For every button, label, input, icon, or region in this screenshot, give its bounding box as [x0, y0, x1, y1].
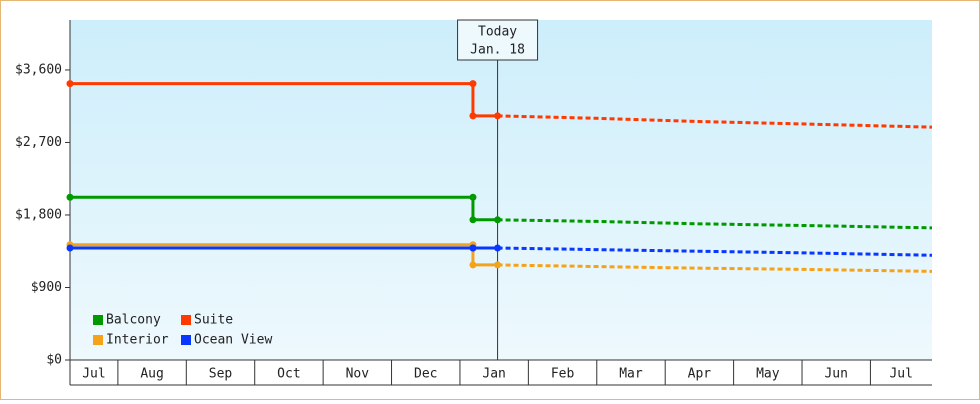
- price-point: [66, 244, 74, 252]
- price-point: [469, 112, 477, 120]
- projection-line: [497, 263, 933, 273]
- y-tick-label: $0: [46, 353, 62, 368]
- plot-area: [70, 20, 932, 360]
- price-point: [66, 193, 74, 201]
- price-point: [494, 244, 502, 252]
- price-line: [70, 243, 498, 267]
- projection-line: [497, 218, 933, 230]
- price-line: [70, 82, 498, 118]
- legend-label: Ocean View: [194, 333, 272, 348]
- x-tick-label: Jul: [889, 367, 912, 382]
- legend-label: Balcony: [106, 313, 161, 328]
- legend-swatch: [181, 335, 191, 345]
- y-tick-label: $1,800: [15, 207, 62, 222]
- x-tick-label: Oct: [277, 367, 300, 382]
- x-tick-label: Feb: [551, 367, 575, 382]
- legend-label: Suite: [194, 313, 233, 328]
- x-tick-label: May: [756, 367, 780, 382]
- x-tick-label: Jun: [824, 367, 847, 382]
- x-tick-label: Jan: [482, 367, 505, 382]
- y-tick-label: $900: [31, 280, 62, 295]
- legend-label: Interior: [106, 333, 169, 348]
- price-line: [70, 195, 498, 222]
- x-tick-label: Dec: [414, 367, 437, 382]
- price-point: [494, 261, 502, 269]
- today-label: Jan. 18: [470, 43, 525, 58]
- legend-swatch: [93, 315, 103, 325]
- today-label: Today: [478, 25, 517, 40]
- price-point: [469, 244, 477, 252]
- price-point: [469, 216, 477, 224]
- y-tick-label: $3,600: [15, 62, 62, 77]
- price-point: [494, 112, 502, 120]
- x-tick-label: Apr: [688, 367, 712, 382]
- y-tick-label: $2,700: [15, 135, 62, 150]
- x-tick-label: Nov: [346, 367, 370, 382]
- price-point: [469, 80, 477, 88]
- legend-swatch: [93, 335, 103, 345]
- x-tick-label: Mar: [619, 367, 643, 382]
- projection-line: [497, 114, 933, 129]
- legend-swatch: [181, 315, 191, 325]
- price-point: [469, 261, 477, 269]
- today-box: [457, 19, 539, 61]
- price-point: [66, 80, 74, 88]
- x-tick-label: Aug: [140, 367, 163, 382]
- projection-line: [497, 246, 933, 257]
- x-tick-label: Sep: [209, 367, 233, 382]
- price-point: [494, 216, 502, 224]
- price-point: [469, 193, 477, 201]
- x-tick-label: Jul: [82, 367, 105, 382]
